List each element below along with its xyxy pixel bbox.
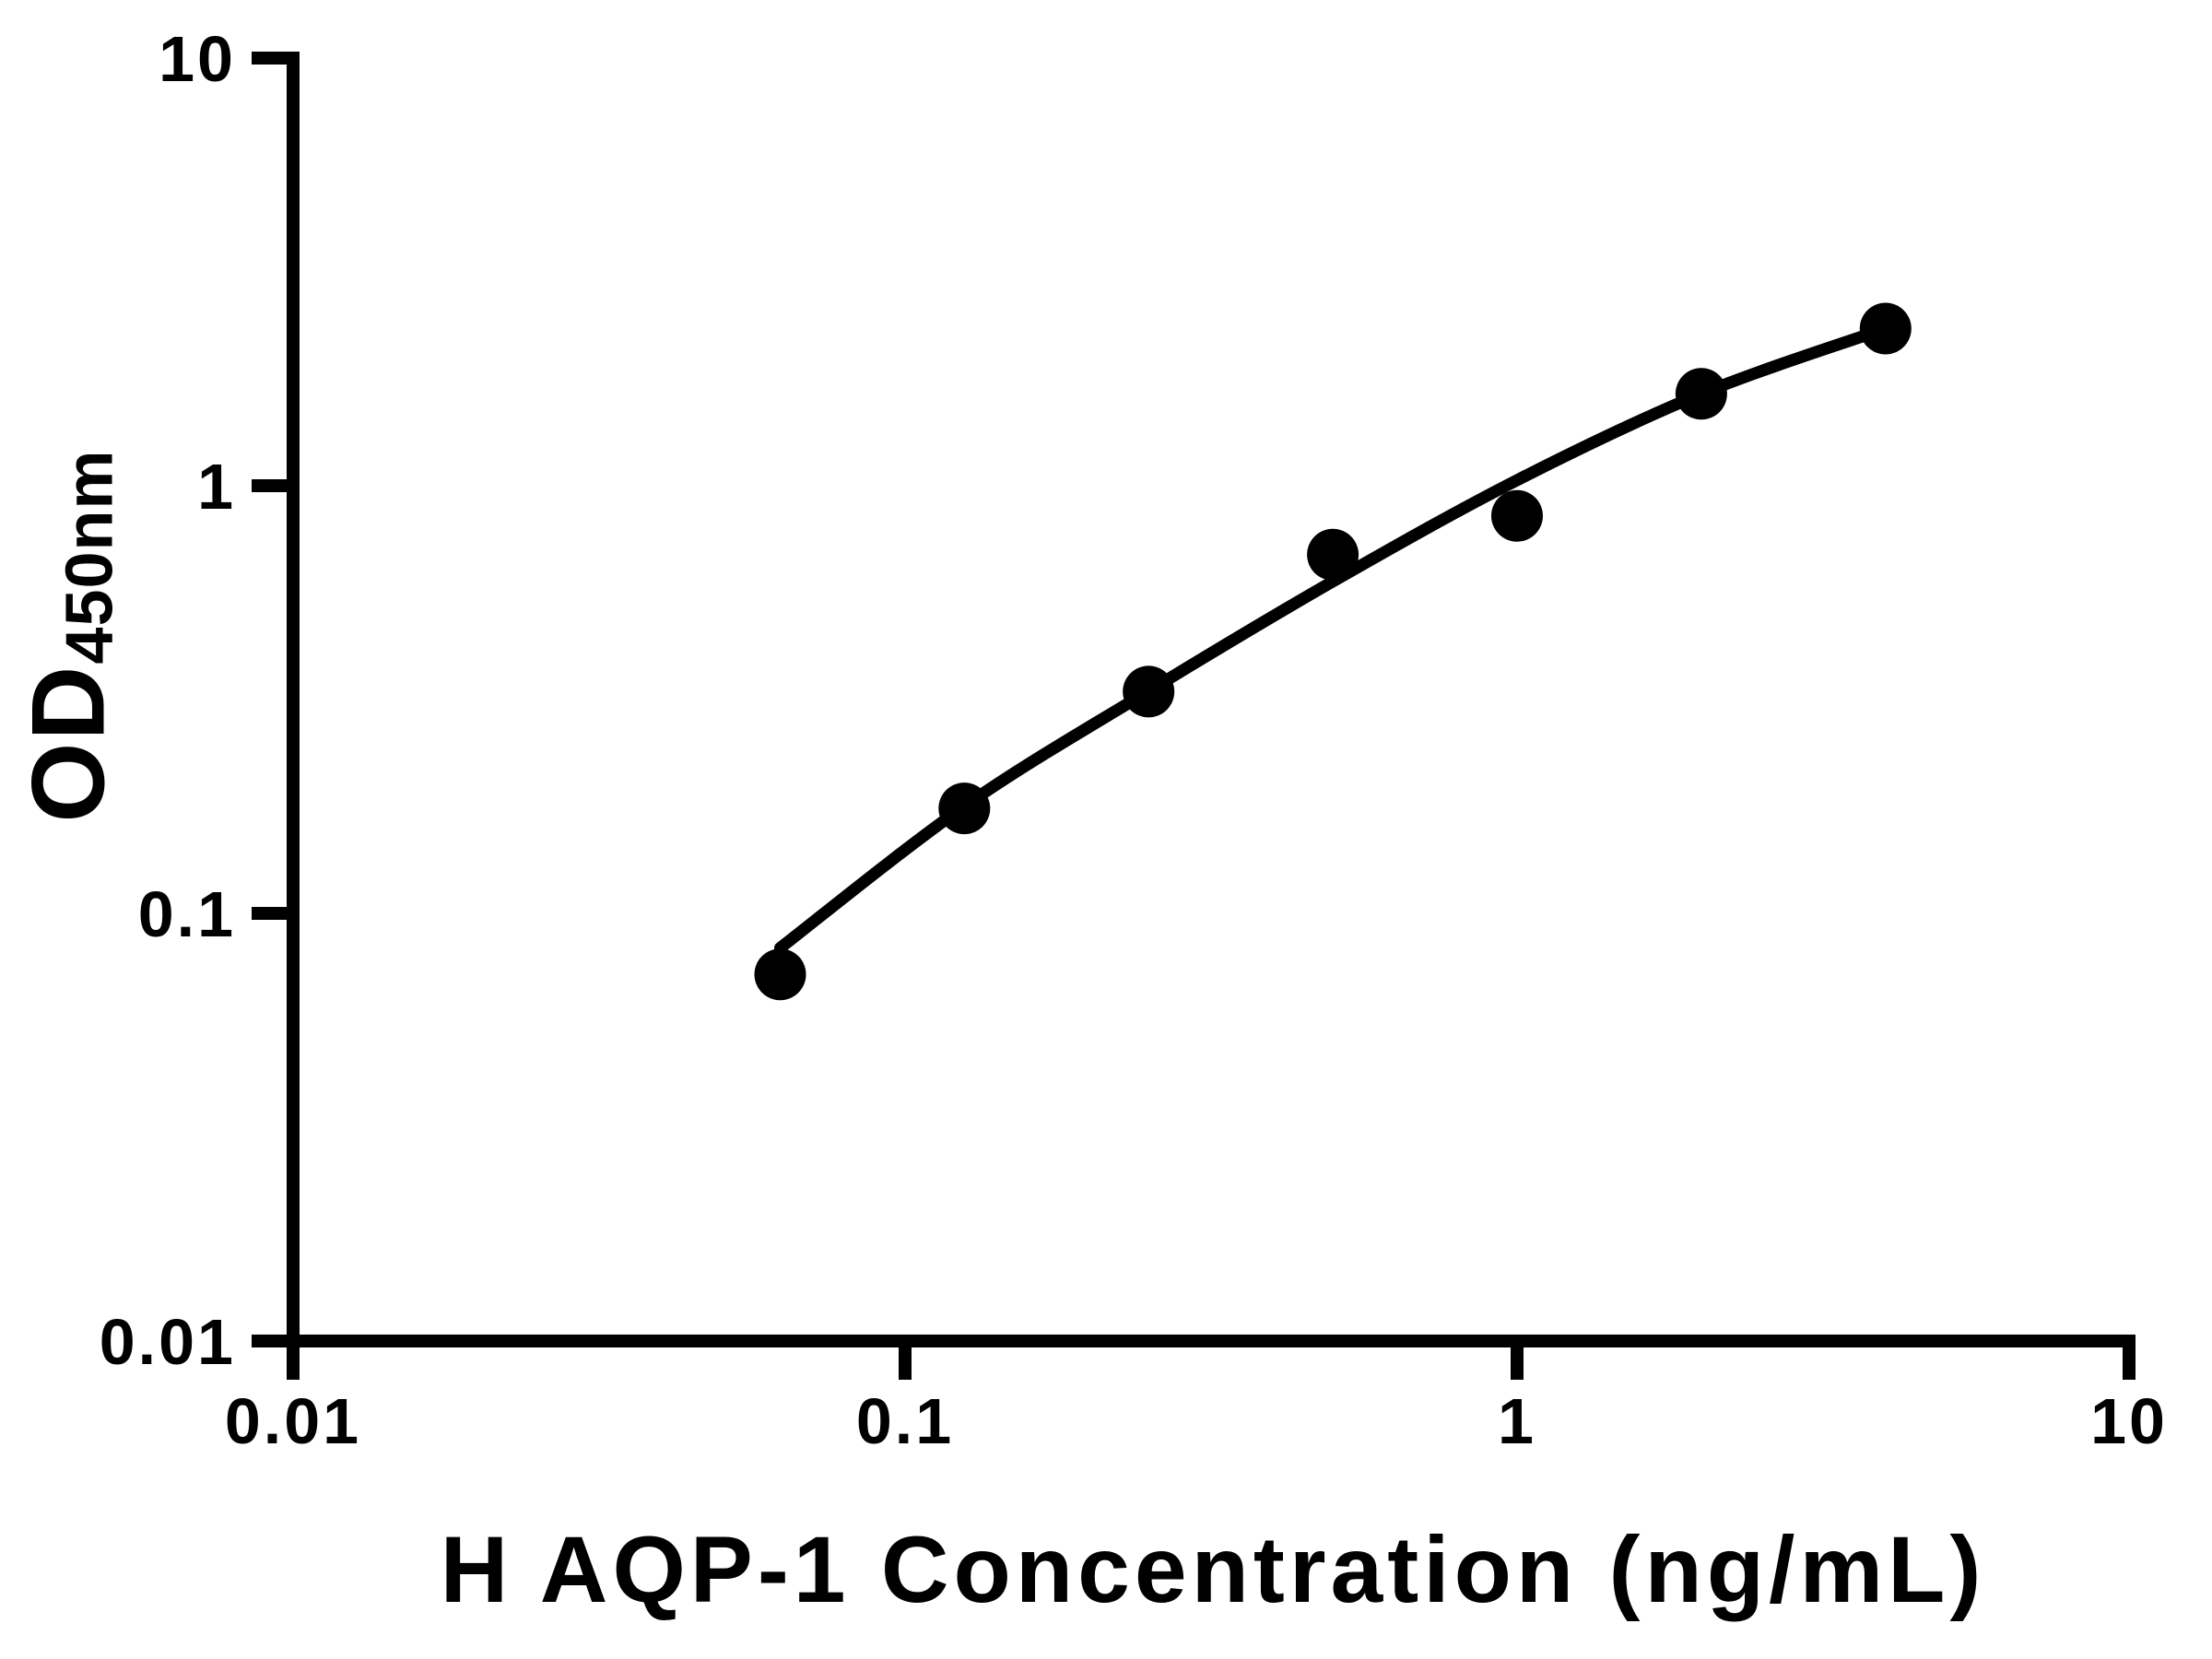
data-point	[1675, 368, 1727, 420]
data-point	[754, 948, 806, 1001]
y-axis-title-main: OD	[10, 664, 126, 823]
x-axis-title: H AQP-1 Concentration (ng/mL)	[440, 1517, 1986, 1622]
data-point	[1859, 302, 1912, 355]
data-point	[1491, 489, 1543, 542]
x-tick-label: 1	[1498, 1385, 1536, 1457]
data-point	[938, 782, 991, 835]
y-tick-label: 1	[197, 451, 236, 523]
x-tick-label: 10	[2090, 1385, 2168, 1457]
y-tick-label: 10	[159, 23, 236, 95]
y-tick-label: 0.01	[100, 1306, 236, 1378]
data-point	[1123, 665, 1175, 718]
y-axis-title-subscript: 450nm	[53, 449, 127, 665]
x-tick-label: 0.1	[856, 1385, 954, 1457]
fit-curve	[774, 323, 1892, 954]
y-axis-title-text: OD450nm	[11, 449, 127, 822]
y-tick-label: 0.1	[138, 878, 236, 950]
data-point	[1307, 528, 1359, 581]
x-tick-label: 0.01	[225, 1385, 361, 1457]
